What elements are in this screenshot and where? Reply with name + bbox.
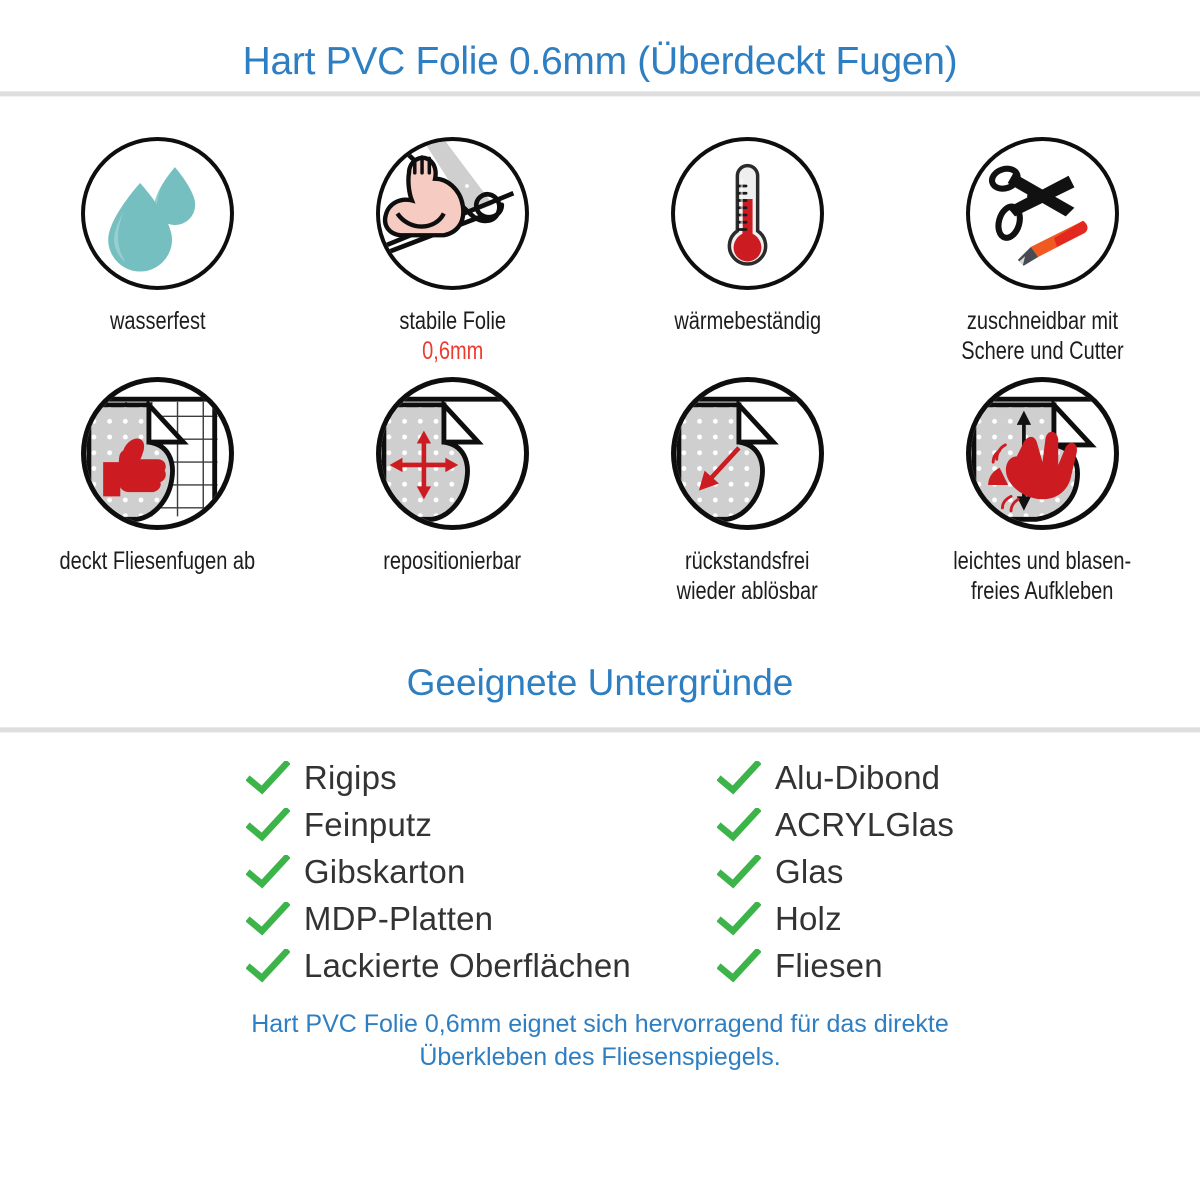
list-item-label: Fliesen — [774, 946, 883, 984]
move-arrows-foil-icon — [376, 377, 529, 530]
check-icon — [245, 901, 290, 936]
feature-grid: wasserfest — [0, 97, 1200, 637]
list-item-label: Feinputz — [303, 805, 433, 843]
divider-top — [0, 91, 1200, 97]
feature-stabile-folie: stabile Folie 0,6mm — [305, 97, 600, 365]
feature-waermebestaendig: wärmebeständig — [600, 97, 895, 365]
feature-row-1: wasserfest — [10, 97, 1190, 365]
list-item: ACRYLGlas — [716, 802, 955, 847]
feature-label: leichtes und blasen- freies Aufkleben — [954, 546, 1132, 606]
feature-label-line2: Schere und Cutter — [961, 337, 1124, 365]
list-item: Gibskarton — [245, 849, 631, 894]
footer-line-2: Überkleben des Fliesenspiegels. — [419, 1043, 781, 1071]
check-icon — [245, 948, 290, 983]
list-item-label: Lackierte Oberflächen — [303, 946, 631, 984]
feature-zuschneidbar: zuschneidbar mit Schere und Cutter — [895, 97, 1190, 365]
list-item-label: Gibskarton — [303, 852, 466, 890]
flexed-bicep-foil-icon — [376, 137, 529, 290]
peel-arrow-foil-icon — [671, 377, 824, 530]
list-item: MDP-Platten — [245, 896, 631, 941]
list-item-label: ACRYLGlas — [774, 805, 955, 843]
divider-bottom — [0, 727, 1200, 733]
feature-deckt-fliesenfugen: deckt Fliesenfugen ab — [10, 365, 305, 637]
feature-repositionierbar: repositionierbar — [305, 365, 600, 637]
substrate-column-right: Alu-Dibond ACRYLGlas Glas Holz Fliesen — [716, 755, 955, 988]
substrate-lists: Rigips Feinputz Gibskarton MDP-Platten L… — [0, 733, 1200, 988]
check-icon — [716, 807, 761, 842]
smoothing-hand-foil-icon — [966, 377, 1119, 530]
footer-line-1: Hart PVC Folie 0,6mm eignet sich hervorr… — [251, 1010, 949, 1038]
feature-label-thickness: 0,6mm — [421, 337, 484, 365]
list-item-label: Holz — [774, 899, 842, 937]
list-item: Feinputz — [245, 802, 631, 847]
feature-blasenfrei-aufkleben: leichtes und blasen- freies Aufkleben — [895, 365, 1190, 637]
feature-label: deckt Fliesenfugen ab — [59, 547, 256, 575]
check-icon — [245, 760, 290, 795]
list-item-label: Alu-Dibond — [774, 758, 941, 796]
feature-label-main: stabile Folie — [399, 307, 506, 335]
feature-label-line2: freies Aufkleben — [971, 577, 1114, 605]
list-item-label: Glas — [774, 852, 844, 890]
feature-label: zuschneidbar mit Schere und Cutter — [961, 306, 1123, 366]
check-icon — [716, 760, 761, 795]
list-item-label: MDP-Platten — [303, 899, 494, 937]
check-icon — [245, 807, 290, 842]
list-item: Glas — [716, 849, 954, 894]
substrate-column-left: Rigips Feinputz Gibskarton MDP-Platten L… — [245, 755, 631, 988]
check-icon — [716, 901, 761, 936]
list-item: Rigips — [245, 755, 631, 800]
feature-label-line2: wieder ablösbar — [676, 577, 819, 605]
check-icon — [716, 948, 761, 983]
feature-label: rückstandsfrei wieder ablösbar — [677, 546, 818, 606]
feature-label-line1: leichtes und blasen- — [953, 547, 1132, 575]
section-heading-untergruende: Geeignete Untergründe — [406, 662, 794, 703]
list-item: Holz — [716, 896, 954, 941]
feature-label: wärmebeständig — [674, 307, 821, 335]
feature-row-2: deckt Fliesenfugen ab — [10, 365, 1190, 637]
feature-wasserfest: wasserfest — [10, 97, 305, 365]
page-title: Hart PVC Folie 0.6mm (Überdeckt Fugen) — [242, 40, 958, 83]
list-item: Alu-Dibond — [716, 755, 954, 800]
footer-note: Hart PVC Folie 0,6mm eignet sich hervorr… — [0, 988, 1200, 1074]
check-icon — [245, 854, 290, 889]
thumbs-up-tile-foil-icon — [81, 377, 234, 530]
check-icon — [716, 854, 761, 889]
list-item: Fliesen — [716, 943, 954, 988]
feature-label: wasserfest — [109, 307, 206, 335]
water-drops-icon — [81, 137, 234, 290]
feature-label-line1: zuschneidbar mit — [966, 307, 1119, 335]
feature-label: repositionierbar — [383, 547, 522, 575]
feature-rueckstandsfrei: rückstandsfrei wieder ablösbar — [600, 365, 895, 637]
feature-label-line1: rückstandsfrei — [685, 547, 810, 575]
feature-label: stabile Folie 0,6mm — [399, 306, 506, 366]
list-item-label: Rigips — [303, 758, 397, 796]
scissors-cutter-icon — [966, 137, 1119, 290]
thermometer-icon — [671, 137, 824, 290]
list-item: Lackierte Oberflächen — [245, 943, 631, 988]
